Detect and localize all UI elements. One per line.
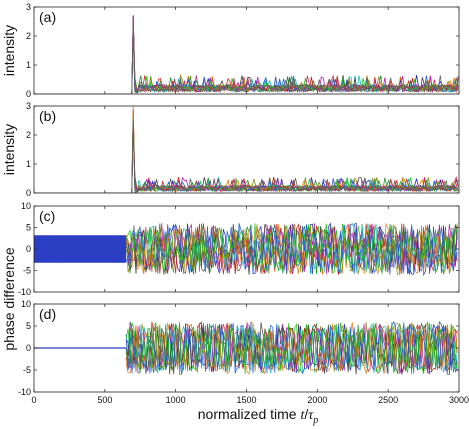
series-line-d-10 [125,322,458,375]
y-tick-label-a-3: 3 [26,2,31,12]
x-axis-label-t: t [300,408,305,423]
y-tick-label-a-0: 0 [26,89,31,99]
y-tick-label-c-4: 10 [21,201,31,211]
y-tick-label-a-2: 2 [26,31,31,41]
x-tick-label-6: 3000 [449,395,469,405]
series-line-b-12 [34,119,459,193]
x-tick-label-1: 500 [97,395,112,405]
series-line-a-4 [34,16,459,94]
axes-frame-a [33,6,460,95]
series-line-a-10 [34,25,459,94]
series-line-a-1 [34,15,459,94]
x-axis-label: normalized time t/τp [198,406,319,426]
y-axis-label-cd: phase difference [1,247,17,350]
x-tick-label-4: 2000 [307,395,327,405]
phase-band-c [34,235,127,263]
series-line-a-5 [34,15,459,94]
panel-label-b: (b) [39,108,56,124]
series-line-c-6 [125,223,458,276]
panel-label-c: (c) [39,208,55,224]
panel-b: (b) intensity 0 1 2 3 [1,101,460,198]
series-line-a-3 [34,15,459,94]
panel-a: (a) intensity 0 1 2 3 [1,2,460,99]
axes-frame-b [33,105,460,194]
y-tick-label-d-0: -10 [18,387,31,397]
panel-d: (d) phase difference -10 -5 0 5 10 0 500 1000 15… [1,247,469,405]
x-tick-label-0: 0 [31,395,36,405]
x-tick-label-3: 1500 [236,395,256,405]
y-tick-label-d-1: -5 [23,365,31,375]
y-axis-label-a: intensity [1,25,17,76]
x-tick-label-2: 1000 [166,395,186,405]
y-tick-label-b-2: 2 [26,130,31,140]
series-line-d-9 [125,320,458,375]
axes-frame-d [33,303,460,393]
series-line-b-11 [34,123,459,193]
series-line-d-8 [125,322,458,375]
y-tick-label-d-4: 10 [21,299,31,309]
plot-area-d [34,320,458,375]
x-tick-label-5: 2500 [378,395,398,405]
series-line-c-10 [125,223,458,275]
x-axis-label-slash: / [304,406,308,422]
y-tick-label-c-2: 0 [26,244,31,254]
y-tick-label-d-3: 5 [26,321,31,331]
series-line-a-11 [34,15,459,94]
series-line-b-8 [34,106,459,193]
x-axis-label-text: normalized time [198,406,301,422]
panel-label-a: (a) [39,9,56,25]
series-line-a-12 [34,19,459,94]
plot-area-c [34,222,458,277]
y-tick-label-c-1: -5 [23,266,31,276]
y-tick-label-a-1: 1 [26,60,31,70]
plot-area-b [34,106,459,193]
x-axis-label-tau: τ [308,408,314,423]
y-tick-label-b-0: 0 [26,188,31,198]
x-axis-label-subscript: p [312,415,318,426]
y-axis-label-b: intensity [1,124,17,175]
y-tick-label-b-3: 3 [26,101,31,111]
plot-area-a [34,15,459,94]
y-tick-label-c-0: -10 [18,287,31,297]
series-line-a-7 [34,30,459,94]
panel-c: (c) -10 -5 0 5 10 [18,201,460,297]
series-line-a-8 [34,23,459,94]
y-tick-label-c-3: 5 [26,223,31,233]
y-tick-label-b-1: 1 [26,159,31,169]
axes-frame-c [33,205,460,293]
y-tick-label-d-2: 0 [26,343,31,353]
panel-label-d: (d) [39,306,56,322]
